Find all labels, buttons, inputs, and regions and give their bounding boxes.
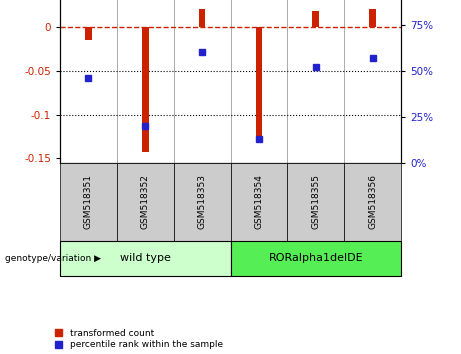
Bar: [60, 163, 117, 241]
Text: RORalpha1delDE: RORalpha1delDE: [268, 253, 363, 263]
Text: genotype/variation ▶: genotype/variation ▶: [5, 254, 100, 263]
Bar: [230, 163, 287, 241]
Bar: [117, 163, 174, 241]
Bar: [344, 163, 401, 241]
Bar: [174, 163, 230, 241]
Text: wild type: wild type: [120, 253, 171, 263]
Text: GSM518352: GSM518352: [141, 174, 150, 229]
Text: GSM518351: GSM518351: [84, 174, 93, 229]
Bar: [60, 241, 230, 276]
Bar: [199, 10, 206, 27]
Bar: [230, 241, 401, 276]
Bar: [255, 27, 262, 141]
Bar: [287, 163, 344, 241]
Bar: [313, 11, 319, 27]
Text: GSM518353: GSM518353: [198, 174, 207, 229]
Legend: transformed count, percentile rank within the sample: transformed count, percentile rank withi…: [55, 329, 223, 349]
Text: GSM518356: GSM518356: [368, 174, 377, 229]
Bar: [369, 10, 376, 27]
Bar: [142, 27, 148, 152]
Text: GSM518354: GSM518354: [254, 174, 263, 229]
Text: GSM518355: GSM518355: [311, 174, 320, 229]
Bar: [85, 27, 92, 40]
